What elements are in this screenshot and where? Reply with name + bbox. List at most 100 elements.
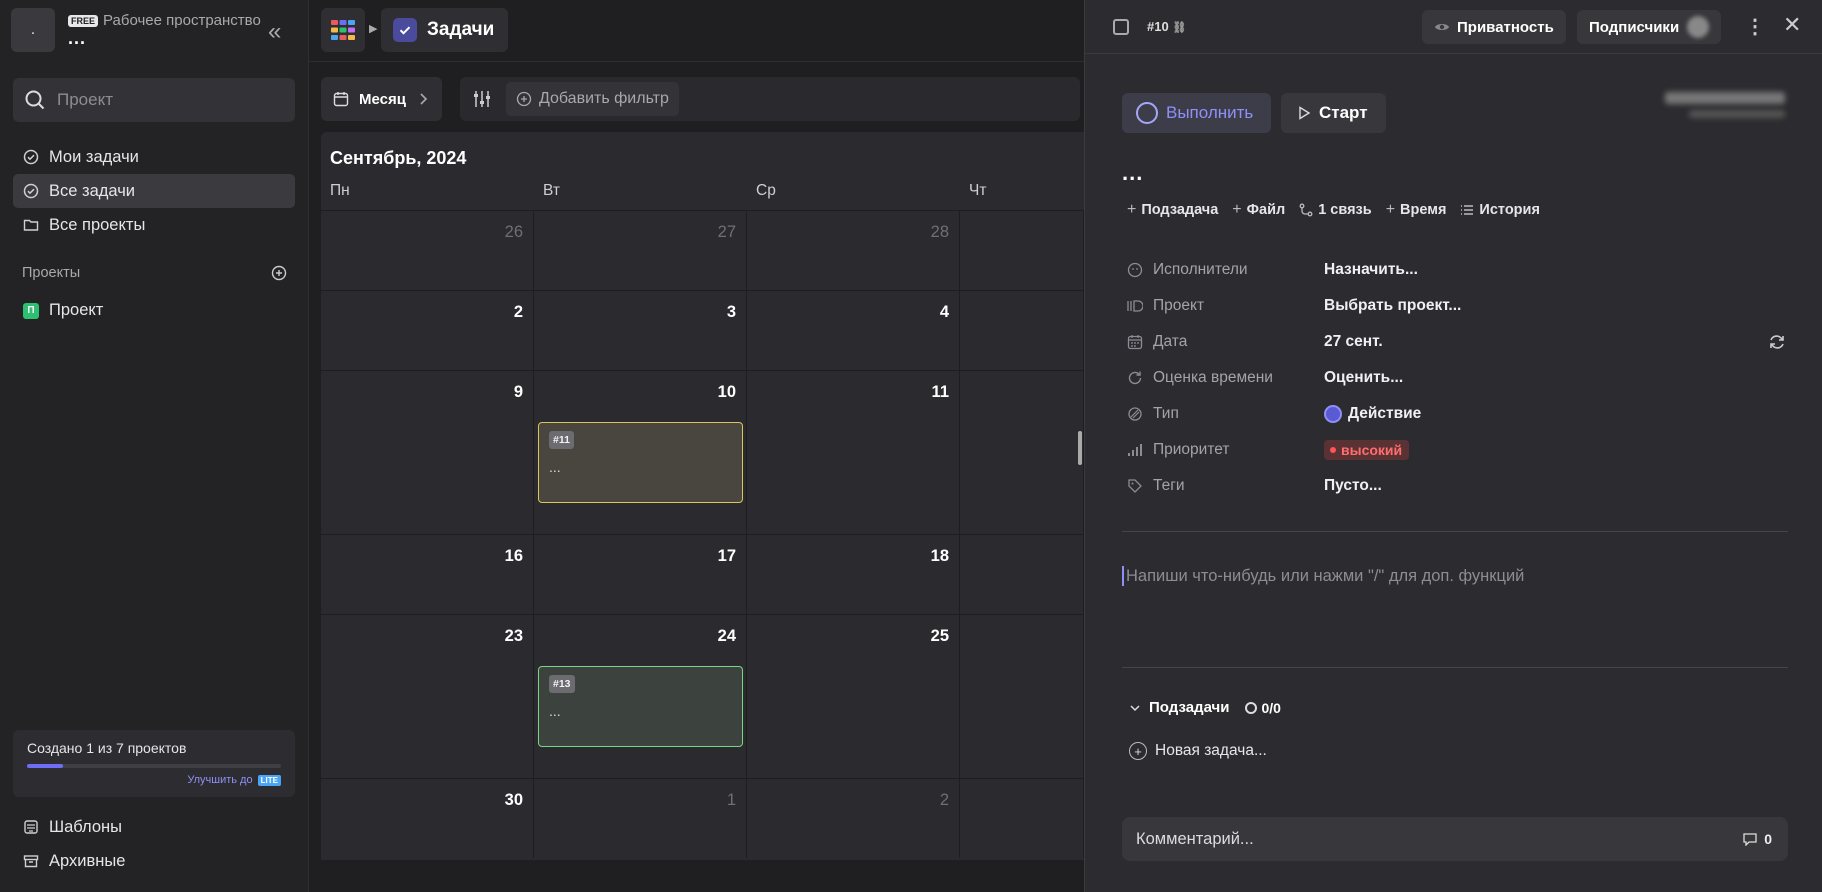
prop-value-type[interactable]: Действие xyxy=(1324,405,1421,423)
calendar-day-cell[interactable]: 2 xyxy=(747,779,960,858)
prop-value[interactable]: Пусто... xyxy=(1324,477,1382,494)
calendar-day-cell[interactable] xyxy=(960,615,1084,778)
task-id-tag: #13 xyxy=(549,675,575,693)
type-value: Действие xyxy=(1348,405,1422,422)
breadcrumb[interactable]: Задачи xyxy=(381,8,509,52)
action-label: Файл xyxy=(1246,202,1286,218)
calendar-week-row: 2 3 4 xyxy=(321,290,1084,370)
add-time-action[interactable]: + Время xyxy=(1386,201,1447,219)
prop-project[interactable]: Проект Выбрать проект... xyxy=(1127,288,1787,324)
prop-value[interactable]: 27 сент. xyxy=(1324,333,1383,350)
calendar-day-cell[interactable]: 30 xyxy=(321,779,534,858)
sidebar-item-archive[interactable]: Архивные xyxy=(13,844,295,878)
task-id[interactable]: #10 ⛓ xyxy=(1147,19,1186,34)
close-icon[interactable]: ✕ xyxy=(1783,12,1802,37)
prop-type[interactable]: Тип Действие xyxy=(1127,396,1787,432)
calendar-day-cell[interactable] xyxy=(960,291,1084,370)
calendar-day-cell[interactable]: 10 #11... xyxy=(534,371,747,534)
add-filter-button[interactable]: Добавить фильтр xyxy=(505,82,679,116)
priority-badge[interactable]: высокий xyxy=(1324,440,1410,460)
comment-count[interactable]: 0 xyxy=(1742,831,1772,847)
task-title[interactable]: ... xyxy=(1122,160,1144,185)
calendar-day-cell[interactable] xyxy=(960,779,1084,858)
sidebar-project-item[interactable]: П Проект xyxy=(23,301,103,320)
usage-text: Создано 1 из 7 проектов xyxy=(27,740,187,756)
calendar-task-card[interactable]: #13... xyxy=(538,666,743,747)
repeat-icon[interactable] xyxy=(1767,333,1787,351)
add-file-action[interactable]: + Файл xyxy=(1232,201,1285,219)
prop-tags[interactable]: Теги Пусто... xyxy=(1127,468,1787,504)
add-subtask-action[interactable]: + Подзадача xyxy=(1127,201,1218,219)
prop-value[interactable]: Выбрать проект... xyxy=(1324,297,1462,314)
sidebar-search[interactable] xyxy=(13,78,295,122)
calendar-day-cell[interactable] xyxy=(960,535,1084,614)
more-options-icon[interactable]: ⋮ xyxy=(1745,16,1765,38)
calendar-day-cell[interactable]: 24 #13... xyxy=(534,615,747,778)
filter-settings-icon[interactable] xyxy=(472,89,492,109)
workspace-line: FREE Рабочее пространство xyxy=(68,12,261,29)
links-action[interactable]: 1 связь xyxy=(1299,201,1372,219)
calendar-day-cell[interactable]: 4 xyxy=(747,291,960,370)
view-switch-button[interactable]: Месяц xyxy=(321,77,442,121)
day-number: 3 xyxy=(726,303,736,321)
calendar-day-cell[interactable] xyxy=(960,371,1084,534)
resize-handle[interactable] xyxy=(1078,431,1082,465)
prop-priority[interactable]: Приоритет высокий xyxy=(1127,432,1787,468)
panel-toggle-icon[interactable] xyxy=(1113,19,1129,35)
prop-value[interactable]: Оценить... xyxy=(1324,369,1404,386)
priority-dot xyxy=(1330,447,1336,453)
workspace-info: FREE Рабочее пространство ... xyxy=(68,8,261,47)
calendar-day-cell[interactable]: 17 xyxy=(534,535,747,614)
comment-icon xyxy=(1743,833,1757,846)
calendar-task-card[interactable]: #11... xyxy=(538,422,743,503)
workspace-switcher[interactable]: . FREE Рабочее пространство ... xyxy=(11,8,261,52)
calendar-day-cell[interactable]: 18 xyxy=(747,535,960,614)
prop-estimate[interactable]: Оценка времени Оценить... xyxy=(1127,360,1787,396)
workspace-label: Рабочее пространство xyxy=(103,12,261,29)
calendar-day-cell[interactable]: 28 xyxy=(747,211,960,290)
calendar-day-cell[interactable]: 11 xyxy=(747,371,960,534)
apps-button[interactable] xyxy=(321,8,365,52)
new-subtask-button[interactable]: + Новая задача... xyxy=(1129,742,1267,760)
calendar-day-cell[interactable] xyxy=(960,211,1084,290)
upgrade-link[interactable]: Улучшить до LITE xyxy=(27,774,281,786)
project-label: Проект xyxy=(49,301,104,319)
sidebar-item-my-tasks[interactable]: Мои задачи xyxy=(13,140,295,174)
filter-group: Добавить фильтр xyxy=(459,77,1080,121)
add-project-icon[interactable] xyxy=(271,265,287,281)
calendar-day-cell[interactable]: 3 xyxy=(534,291,747,370)
start-button[interactable]: Старт xyxy=(1281,93,1386,133)
sidebar-item-label: Мои задачи xyxy=(49,147,139,166)
plus-icon: + xyxy=(1127,201,1137,218)
calendar-title: Сентябрь, 2024 xyxy=(330,148,467,168)
prop-date[interactable]: Дата 27 сент. xyxy=(1127,324,1787,360)
sidebar-item-all-projects[interactable]: Все проекты xyxy=(13,208,295,242)
progress-ring-icon xyxy=(1245,701,1258,714)
comment-box[interactable]: 0 xyxy=(1122,817,1788,861)
prop-assignees[interactable]: Исполнители Назначить... xyxy=(1127,252,1787,288)
calendar-day-cell[interactable]: 1 xyxy=(534,779,747,858)
collapse-sidebar-icon[interactable]: « xyxy=(268,18,282,45)
comment-input[interactable] xyxy=(1136,829,1536,849)
workspace-avatar[interactable]: . xyxy=(11,8,55,52)
complete-button[interactable]: Выполнить xyxy=(1122,93,1272,133)
refresh-icon xyxy=(1127,370,1143,386)
sidebar-item-label: Все задачи xyxy=(49,181,136,200)
search-input[interactable] xyxy=(57,90,277,110)
privacy-button[interactable]: Приватность xyxy=(1422,10,1566,44)
calendar-day-cell[interactable]: 23 xyxy=(321,615,534,778)
subscribers-button[interactable]: Подписчики xyxy=(1577,10,1722,44)
usage-progress-fill xyxy=(27,764,63,768)
calendar-day-cell[interactable]: 26 xyxy=(321,211,534,290)
history-action[interactable]: История xyxy=(1460,201,1540,219)
sidebar-item-all-tasks[interactable]: Все задачи xyxy=(13,174,295,208)
calendar-day-cell[interactable]: 25 xyxy=(747,615,960,778)
subtasks-header[interactable]: Подзадачи 0/0 xyxy=(1129,699,1281,716)
calendar-day-cell[interactable]: 16 xyxy=(321,535,534,614)
sidebar-item-templates[interactable]: Шаблоны xyxy=(13,810,295,844)
prop-value[interactable]: Назначить... xyxy=(1324,261,1418,278)
calendar-day-cell[interactable]: 9 xyxy=(321,371,534,534)
calendar-day-cell[interactable]: 27 xyxy=(534,211,747,290)
calendar-day-cell[interactable]: 2 xyxy=(321,291,534,370)
description-editor[interactable]: Напиши что-нибудь или нажми "/" для доп.… xyxy=(1122,566,1524,586)
